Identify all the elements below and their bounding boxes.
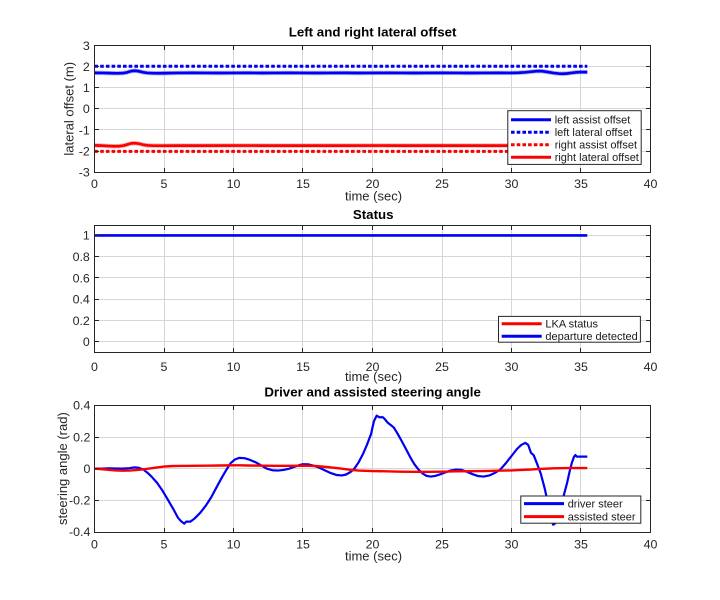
svg-text:left lateral offset: left lateral offset xyxy=(555,127,632,139)
svg-text:0.6: 0.6 xyxy=(73,271,90,285)
svg-text:25: 25 xyxy=(435,177,449,191)
svg-text:20: 20 xyxy=(366,360,380,374)
svg-text:35: 35 xyxy=(574,177,588,191)
svg-text:Driver and assisted steering a: Driver and assisted steering angle xyxy=(264,384,481,399)
svg-text:0: 0 xyxy=(83,102,90,116)
svg-text:35: 35 xyxy=(574,537,588,551)
svg-text:40: 40 xyxy=(644,537,658,551)
svg-text:assisted steer: assisted steer xyxy=(568,512,636,524)
svg-text:departure detected: departure detected xyxy=(545,331,637,343)
svg-text:right lateral offset: right lateral offset xyxy=(555,152,639,164)
svg-text:time (sec): time (sec) xyxy=(345,369,402,384)
svg-text:30: 30 xyxy=(505,177,519,191)
svg-text:-1: -1 xyxy=(79,123,90,137)
svg-text:-0.4: -0.4 xyxy=(69,525,90,539)
svg-text:15: 15 xyxy=(296,177,310,191)
svg-text:1: 1 xyxy=(83,81,90,95)
svg-text:5: 5 xyxy=(161,177,168,191)
svg-text:-3: -3 xyxy=(79,166,90,180)
svg-text:lateral offset (m): lateral offset (m) xyxy=(62,62,77,156)
svg-text:10: 10 xyxy=(227,360,241,374)
svg-text:5: 5 xyxy=(161,360,168,374)
svg-text:0.8: 0.8 xyxy=(73,250,90,264)
svg-text:15: 15 xyxy=(296,360,310,374)
svg-text:25: 25 xyxy=(435,360,449,374)
svg-text:Status: Status xyxy=(353,207,394,222)
svg-text:2: 2 xyxy=(83,60,90,74)
svg-text:25: 25 xyxy=(435,537,449,551)
svg-text:0: 0 xyxy=(83,335,90,349)
svg-text:40: 40 xyxy=(644,360,658,374)
svg-text:LKA status: LKA status xyxy=(545,319,598,331)
svg-text:steering angle (rad): steering angle (rad) xyxy=(55,412,70,525)
svg-text:5: 5 xyxy=(161,537,168,551)
svg-text:1: 1 xyxy=(83,229,90,243)
svg-text:30: 30 xyxy=(505,537,519,551)
svg-text:-2: -2 xyxy=(79,144,90,158)
svg-text:20: 20 xyxy=(366,537,380,551)
svg-text:0.4: 0.4 xyxy=(73,399,90,413)
svg-text:40: 40 xyxy=(644,177,658,191)
svg-text:0: 0 xyxy=(91,177,98,191)
svg-text:0.2: 0.2 xyxy=(73,430,90,444)
svg-text:right assist offset: right assist offset xyxy=(555,140,637,152)
svg-text:20: 20 xyxy=(366,177,380,191)
svg-text:0.2: 0.2 xyxy=(73,314,90,328)
svg-text:15: 15 xyxy=(296,537,310,551)
svg-text:0.4: 0.4 xyxy=(73,293,90,307)
svg-text:30: 30 xyxy=(505,360,519,374)
svg-text:driver steer: driver steer xyxy=(568,499,623,511)
svg-text:10: 10 xyxy=(227,537,241,551)
svg-text:Left and right lateral offset: Left and right lateral offset xyxy=(289,25,457,40)
svg-text:time (sec): time (sec) xyxy=(345,549,402,564)
svg-text:35: 35 xyxy=(574,360,588,374)
svg-text:left assist offset: left assist offset xyxy=(555,115,631,127)
svg-text:-0.2: -0.2 xyxy=(69,494,90,508)
svg-text:0: 0 xyxy=(91,360,98,374)
svg-text:0: 0 xyxy=(91,537,98,551)
svg-text:10: 10 xyxy=(227,177,241,191)
svg-text:0: 0 xyxy=(83,462,90,476)
svg-text:3: 3 xyxy=(83,39,90,53)
svg-text:time (sec): time (sec) xyxy=(345,189,402,204)
